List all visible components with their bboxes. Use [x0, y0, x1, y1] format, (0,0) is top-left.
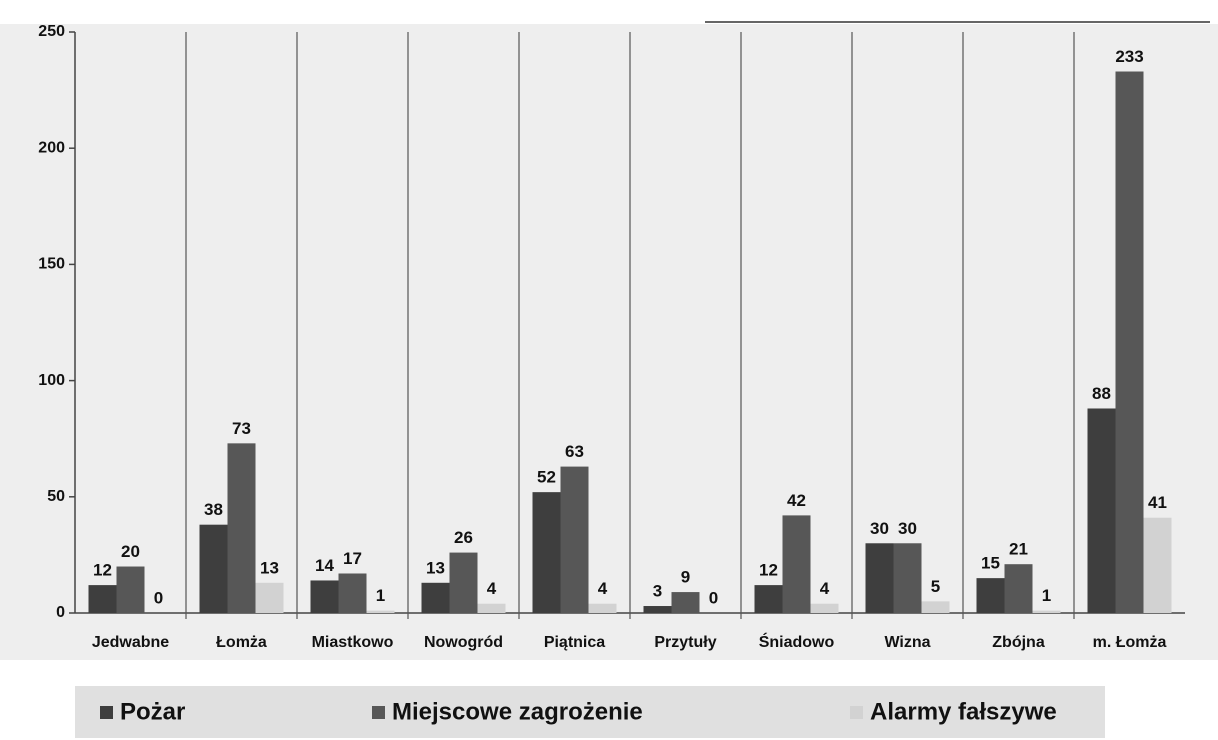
x-tick-label: Zbójna — [992, 634, 1045, 651]
bar — [865, 543, 894, 613]
x-tick-label: Łomża — [216, 634, 267, 651]
data-label: 9 — [681, 568, 690, 587]
bar — [754, 585, 783, 613]
data-label: 12 — [93, 561, 112, 580]
bar — [671, 592, 700, 613]
data-label: 0 — [709, 588, 718, 607]
bar — [449, 552, 478, 613]
x-tick-label: Miastkowo — [312, 634, 394, 651]
bar — [782, 515, 811, 613]
y-tick-label: 150 — [38, 256, 65, 273]
y-tick-label: 0 — [56, 604, 65, 621]
data-label: 4 — [598, 579, 608, 598]
data-label: 13 — [426, 558, 445, 577]
data-label: 88 — [1092, 384, 1111, 403]
x-tick-label: Śniadowo — [759, 632, 835, 651]
data-label: 20 — [121, 542, 140, 561]
data-label: 15 — [981, 554, 1000, 573]
bar — [338, 573, 367, 613]
legend-swatch — [850, 706, 863, 719]
data-label: 13 — [260, 558, 279, 577]
bar — [1032, 610, 1061, 613]
bar — [560, 466, 589, 613]
bar — [366, 610, 395, 613]
data-label: 3 — [653, 582, 662, 601]
chart-background — [0, 24, 1218, 660]
x-tick-label: Wizna — [884, 634, 930, 651]
bar — [921, 601, 950, 613]
bar — [88, 585, 117, 613]
x-tick-label: m. Łomża — [1093, 634, 1167, 651]
y-tick-label: 50 — [47, 488, 65, 505]
bar — [643, 606, 672, 613]
data-label: 4 — [487, 579, 497, 598]
legend-label: Pożar — [120, 698, 185, 725]
data-label: 26 — [454, 528, 473, 547]
data-label: 17 — [343, 549, 362, 568]
y-tick-label: 250 — [38, 23, 65, 40]
data-label: 4 — [820, 579, 830, 598]
bar — [1087, 408, 1116, 613]
bar — [477, 603, 506, 613]
bar — [310, 580, 339, 613]
data-label: 5 — [931, 577, 940, 596]
x-tick-label: Przytuły — [654, 634, 716, 651]
data-label: 42 — [787, 491, 806, 510]
bar — [1115, 71, 1144, 614]
bar — [1004, 564, 1033, 613]
data-label: 63 — [565, 442, 584, 461]
data-label: 14 — [315, 556, 334, 575]
x-tick-label: Nowogród — [424, 634, 503, 651]
data-label: 0 — [154, 588, 163, 607]
data-label: 38 — [204, 500, 223, 519]
data-label: 233 — [1115, 47, 1143, 66]
y-tick-label: 200 — [38, 139, 65, 156]
y-tick-label: 100 — [38, 372, 65, 389]
bar — [893, 543, 922, 613]
bar — [810, 603, 839, 613]
bar — [421, 582, 450, 613]
data-label: 30 — [870, 519, 889, 538]
legend-box — [75, 686, 1105, 738]
bar — [1143, 517, 1172, 613]
data-label: 1 — [376, 586, 385, 605]
bar — [532, 492, 561, 613]
bar — [255, 582, 284, 613]
data-label: 1 — [1042, 586, 1051, 605]
legend-label: Alarmy fałszywe — [870, 698, 1057, 725]
legend-swatch — [100, 706, 113, 719]
data-label: 73 — [232, 419, 251, 438]
data-label: 21 — [1009, 540, 1028, 559]
data-label: 52 — [537, 468, 556, 487]
bar — [588, 603, 617, 613]
legend-label: Miejscowe zagrożenie — [392, 698, 643, 725]
data-label: 41 — [1148, 493, 1167, 512]
bar — [116, 566, 145, 613]
data-label: 12 — [759, 561, 778, 580]
legend-swatch — [372, 706, 385, 719]
x-tick-label: Piątnica — [544, 634, 605, 651]
x-tick-label: Jedwabne — [92, 634, 169, 651]
bar — [199, 524, 228, 613]
bar — [227, 443, 256, 613]
bar — [976, 578, 1005, 613]
data-label: 30 — [898, 519, 917, 538]
